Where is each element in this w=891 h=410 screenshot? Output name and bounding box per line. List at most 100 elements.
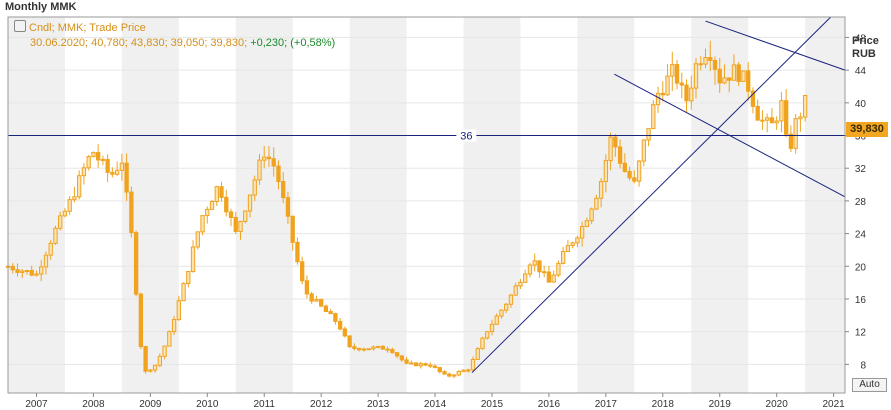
chart-settings-icon[interactable] [14,20,26,32]
candle-body [437,367,442,373]
candle-body [266,156,272,160]
candle-body [432,365,438,369]
candle-body [542,271,547,274]
year-band [463,17,521,393]
candle-body [43,254,49,268]
trend-line [705,20,846,71]
candle-body [209,201,215,210]
candle-body [736,64,741,82]
auto-scale-button[interactable]: Auto [852,378,887,392]
year-bands [8,17,845,393]
candle-body [636,160,642,182]
candle-body [171,319,177,333]
candle-body [352,346,357,349]
candle-body [451,374,457,377]
candle-body [157,355,162,366]
candle-body [356,347,362,351]
candle-body [750,90,756,107]
candle-body [717,68,722,84]
candle-body [133,232,139,295]
grid-lines [8,36,845,365]
candle-body [456,371,461,376]
candle-body [428,364,433,367]
candle-body [257,159,262,181]
candle-body [504,303,509,311]
candle-body [470,358,476,371]
candle-body [281,181,286,199]
candle-body [143,346,148,372]
candle-body [200,215,205,233]
candle-body [58,215,63,229]
chart-title: Monthly MMK [5,1,77,13]
candle-body [570,242,575,247]
legend: Cndl; MMK; Trade Price 30.06.2020; 40,78… [14,20,335,51]
candle-body [608,136,613,162]
candle-body [499,309,504,317]
legend-change: +0,230; (+0,58%) [250,37,336,49]
candle-body [527,264,533,275]
candle-body [798,116,803,120]
candle-body [361,348,367,351]
trend-lines: 36 [8,16,846,373]
candle-body [703,56,708,65]
x-tick-label: 2014 [424,399,447,410]
price-axis-label: Price [852,35,879,47]
candle-body [546,271,552,283]
candle-body [95,152,101,161]
candle-body [769,117,775,124]
candle-body [285,197,291,217]
candle-body [48,242,53,256]
candle-body [765,117,770,121]
candle-body [698,63,703,66]
candle-body [252,179,257,196]
x-tick-label: 2020 [766,399,789,410]
candle-body [508,294,514,305]
candle-body [556,262,561,276]
candle-body [186,271,191,284]
x-tick-label: 2007 [25,399,48,410]
candle-body [29,270,34,276]
y-tick-label: 28 [855,197,867,208]
candle-body [233,216,238,232]
candle-body [190,246,196,273]
trend-line [614,73,846,198]
title-bar: Monthly MMK [0,0,891,16]
candle-body [532,260,537,266]
candle-body [461,369,466,373]
last-price-badge: 39,830 [846,122,888,137]
candle-body [72,196,77,201]
candle-body [418,363,423,367]
candle-body [10,265,15,271]
legend-series: Cndl; MMK; Trade Price [29,22,146,34]
candle-body [224,196,229,213]
candle-body [337,320,343,330]
x-tick-label: 2010 [196,399,219,410]
candle-body [731,64,737,81]
candle-body [394,352,400,357]
candle-body [632,177,637,182]
year-band [577,17,635,393]
candle-body [119,162,125,171]
candle-body [423,363,428,366]
candle-body [181,282,186,302]
candle-body [319,299,324,307]
candle-body [86,156,91,169]
candle-body [413,362,419,367]
candle-body [24,270,30,273]
y-axis: 8 12 16 20 24 28 32 36 40 44 48 [845,33,866,371]
candle-body [124,162,129,193]
candle-body [347,335,352,348]
candle-body [304,280,310,295]
trend-line [471,16,832,373]
candle-body [598,181,604,199]
candle-body [162,345,167,357]
candle-body [342,328,348,337]
candle-body [195,231,200,248]
candles [5,40,808,379]
y-tick-label: 8 [860,360,866,371]
candle-body [333,313,338,322]
plot-border [7,16,846,394]
candle-body [784,100,789,135]
level-label: 36 [460,131,472,143]
